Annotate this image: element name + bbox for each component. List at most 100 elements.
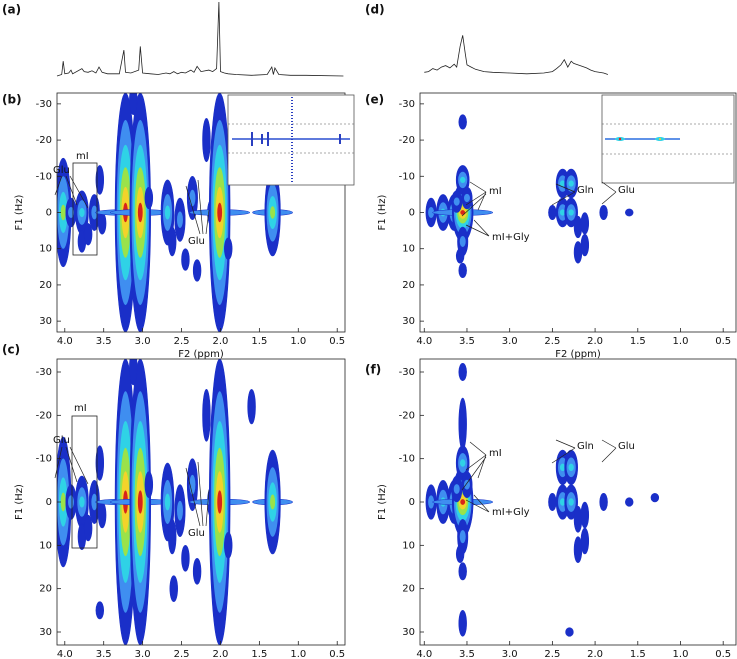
peak <box>565 627 574 637</box>
x-tick-label: 1.0 <box>290 649 306 659</box>
contour-level <box>60 492 66 512</box>
peak <box>224 532 233 559</box>
contour-level <box>137 490 143 514</box>
contour-level <box>573 506 583 533</box>
x-tick-label: 1.0 <box>290 336 306 347</box>
peak <box>109 93 171 332</box>
annotation: mI <box>489 448 502 459</box>
peak <box>75 475 89 529</box>
peak <box>458 363 467 381</box>
x-tick-label: 2.5 <box>544 649 560 659</box>
x-tick-label: 0.5 <box>715 649 731 659</box>
panel-label: (e) <box>365 93 384 107</box>
peak <box>625 497 634 507</box>
contour-level <box>164 493 171 511</box>
peak <box>425 197 437 228</box>
contour-level <box>192 259 202 282</box>
x-tick-label: 1.5 <box>630 336 646 347</box>
peak <box>65 484 77 520</box>
y-tick-label: 10 <box>402 540 415 551</box>
peak <box>109 359 171 645</box>
x-tick-label: 4.0 <box>416 336 432 347</box>
annotation: Gln <box>577 441 594 452</box>
peak <box>129 93 138 116</box>
y-tick-label: -30 <box>399 367 415 378</box>
x-tick-label: 2.5 <box>544 336 560 347</box>
y-tick-label: 30 <box>39 316 52 327</box>
x-tick-label: 3.0 <box>502 649 518 659</box>
peak <box>599 493 608 511</box>
x-tick-label: 0.5 <box>329 336 345 347</box>
y-tick-label: -30 <box>36 99 52 110</box>
x-tick-label: 3.5 <box>96 649 112 659</box>
x-tick-label: 0.5 <box>715 336 731 347</box>
contour-level <box>202 118 211 163</box>
contour-level <box>458 363 467 381</box>
contour-level <box>79 207 85 218</box>
peak <box>168 226 177 257</box>
y-tick-label: 10 <box>39 244 52 255</box>
peak <box>458 262 467 278</box>
annotation: Glu <box>188 528 205 539</box>
contour-level <box>83 223 93 246</box>
x-tick-label: 2.5 <box>174 336 190 347</box>
contour-level <box>95 165 105 195</box>
contour-level <box>458 114 467 130</box>
contour-level <box>460 176 466 184</box>
peak <box>168 519 177 555</box>
y-tick-label: -20 <box>399 410 415 421</box>
x-tick-label: 2.0 <box>587 649 603 659</box>
contour-level <box>68 495 75 509</box>
y-tick-label: -10 <box>399 171 415 182</box>
peak <box>564 449 578 485</box>
annotations: Glu mI Glu <box>53 151 210 256</box>
contour-level <box>91 205 98 220</box>
y-tick-label: 0 <box>46 497 52 508</box>
contour-level <box>460 499 466 505</box>
contour-level <box>247 389 256 425</box>
y-tick-label: -10 <box>36 454 52 465</box>
contour-level <box>548 493 557 511</box>
y-tick-label: 30 <box>402 316 415 327</box>
contour-level <box>650 493 660 503</box>
x-tick-label: 1.0 <box>673 649 689 659</box>
spectrum-line <box>424 35 609 75</box>
contour-level <box>224 237 233 260</box>
contour-area <box>425 114 634 278</box>
peak <box>458 562 467 581</box>
annotation: mI <box>74 403 87 414</box>
contour-level <box>97 501 107 529</box>
contour-level <box>573 536 583 563</box>
y-tick-label: 0 <box>409 208 415 219</box>
contour-level <box>129 93 138 116</box>
peak <box>455 545 465 563</box>
peak <box>192 259 202 282</box>
annotation: Glu <box>53 165 70 176</box>
contour-level <box>202 389 211 442</box>
y-axis-label: F1 (Hz) <box>377 484 388 520</box>
contour-level <box>455 545 465 563</box>
contour-level <box>83 514 93 542</box>
y-axis-label: F1 (Hz) <box>377 194 388 230</box>
contour-level <box>270 494 276 510</box>
contour-level <box>568 180 574 187</box>
inset <box>227 94 355 186</box>
x-tick-label: 3.5 <box>459 336 475 347</box>
contour-level <box>458 562 467 581</box>
contour-level <box>189 189 196 207</box>
peak <box>252 168 293 257</box>
contour-level <box>95 601 105 620</box>
peak <box>224 237 233 260</box>
peak <box>625 208 634 217</box>
contour-level <box>144 471 154 498</box>
annotation: mI <box>76 151 89 162</box>
marks-layer: 4.0 3.5 3.0 2.5 2.0 1.5 1.0 0.5 -30 -20 -10 0 10 20 30… <box>14 1 737 659</box>
y-tick-label: 0 <box>409 497 415 508</box>
contour-level <box>60 204 66 221</box>
annotation: Glu <box>618 185 635 196</box>
contour-level <box>168 519 177 555</box>
contour-level <box>181 248 190 271</box>
peak <box>573 241 583 264</box>
contour-level <box>573 215 583 239</box>
